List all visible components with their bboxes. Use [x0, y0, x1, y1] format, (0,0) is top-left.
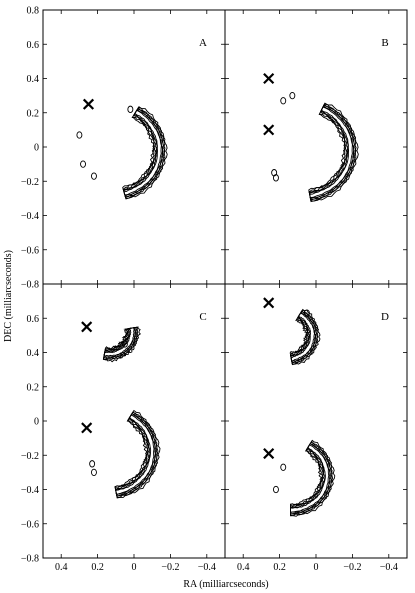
- y-tick-label: −0.8: [21, 554, 39, 565]
- contour-c-1-4: [115, 412, 157, 496]
- panel-label-a: A: [199, 37, 207, 49]
- x-tick-label: −0.2: [161, 562, 179, 573]
- contour-b-0-1: [308, 103, 357, 202]
- contour-d-1-1: [290, 441, 333, 517]
- contour-c-0-2: [103, 326, 139, 361]
- contour-blob-a-1: [80, 160, 86, 168]
- panel-frame-b: [224, 9, 408, 285]
- contour-blob-c-2: [91, 468, 97, 477]
- ticks-layer: 0.8 0.6 0.4 0.2 0 −0.2 −0.4 −0.6 −0.8 0.6 0.4 0.2 0 −…: [21, 6, 407, 573]
- contour-b-0-5: [309, 106, 353, 199]
- cross-marker-b-0: [263, 72, 275, 85]
- contour-b-0-2: [308, 103, 357, 201]
- contour-c-0-3: [103, 327, 137, 359]
- y-tick-label: 0.2: [27, 382, 40, 393]
- contour-c-1-1: [114, 411, 159, 498]
- panel-label-b: B: [381, 37, 388, 49]
- y-tick-label: −0.6: [21, 245, 39, 256]
- y-tick-label: −0.2: [21, 177, 39, 188]
- x-tick-label: 0.4: [237, 562, 250, 573]
- contour-d-0-5: [290, 312, 315, 362]
- cross-marker-c-0: [81, 321, 93, 333]
- labels-layer: RA (milliarcseconds) DEC (milliarcsecond…: [3, 250, 269, 590]
- contour-blob-d-0: [273, 485, 279, 494]
- contour-a-0-0: [122, 106, 168, 200]
- contour-d-1-5: [290, 444, 330, 513]
- panel-label-d: D: [381, 311, 389, 323]
- contour-blob-b-2: [289, 91, 296, 100]
- contour-blob-c-0: [89, 460, 96, 468]
- cross-marker-d-1: [263, 447, 275, 460]
- y-tick-label: 0.6: [27, 40, 40, 51]
- cross-marker-d-0: [263, 297, 275, 309]
- x-tick-label: 0: [132, 562, 137, 573]
- contour-blob-b-3: [273, 174, 279, 182]
- y-tick-label: 0.6: [27, 314, 40, 325]
- contour-d-0-3: [290, 311, 317, 364]
- cross-marker-a-0: [82, 98, 95, 110]
- contour-d-1-4: [290, 442, 331, 514]
- x-tick-label: −0.4: [380, 562, 398, 573]
- panel-frame-a: [42, 9, 226, 285]
- cross-marker-b-1: [263, 124, 275, 136]
- y-tick-label: 0.8: [27, 6, 40, 17]
- y-tick-label: 0.2: [27, 108, 40, 119]
- contour-d-0-0: [289, 308, 321, 366]
- x-tick-label: −0.2: [343, 562, 361, 573]
- y-tick-label: −0.4: [21, 211, 39, 222]
- y-tick-label: −0.6: [21, 519, 39, 530]
- panel-label-c: C: [199, 311, 206, 323]
- y-tick-label: 0: [34, 143, 39, 154]
- y-tick-label: −0.4: [21, 485, 39, 496]
- panels-layer: A B C D: [42, 9, 408, 559]
- contour-blob-c-1: [121, 340, 128, 348]
- contour-blob-a-2: [91, 172, 97, 180]
- contour-d-1-2: [290, 440, 334, 516]
- y-tick-label: −0.8: [21, 280, 39, 291]
- y-axis-label: DEC (milliarcseconds): [3, 250, 14, 342]
- contour-a-0-5: [123, 109, 162, 196]
- x-tick-label: 0.2: [91, 562, 104, 573]
- x-axis-label: RA (milliarcseconds): [183, 579, 268, 590]
- y-tick-label: −0.2: [21, 451, 39, 462]
- x-tick-label: 0.2: [273, 562, 286, 573]
- contour-b-0-3: [308, 105, 355, 200]
- contour-blob-a-3: [127, 105, 134, 113]
- x-tick-label: −0.4: [198, 562, 216, 573]
- contour-c-0-5: [103, 327, 135, 357]
- contour-blob-a-0: [76, 131, 83, 139]
- contour-c-1-5: [115, 414, 155, 495]
- contour-blob-d-2: [280, 463, 287, 471]
- y-tick-label: 0: [34, 417, 39, 428]
- contour-b-0-0: [308, 102, 359, 203]
- contour-c-0-0: [102, 326, 141, 363]
- y-tick-label: 0.4: [27, 74, 40, 85]
- contour-a-0-3: [122, 108, 164, 198]
- y-tick-label: 0.4: [27, 348, 40, 359]
- cross-marker-c-1: [81, 422, 93, 434]
- contour-c-1-2: [114, 411, 159, 498]
- x-tick-label: 0.4: [55, 562, 68, 573]
- x-tick-label: 0: [314, 562, 319, 573]
- contour-blob-d-1: [303, 309, 310, 317]
- contour-blob-b-1: [280, 97, 287, 105]
